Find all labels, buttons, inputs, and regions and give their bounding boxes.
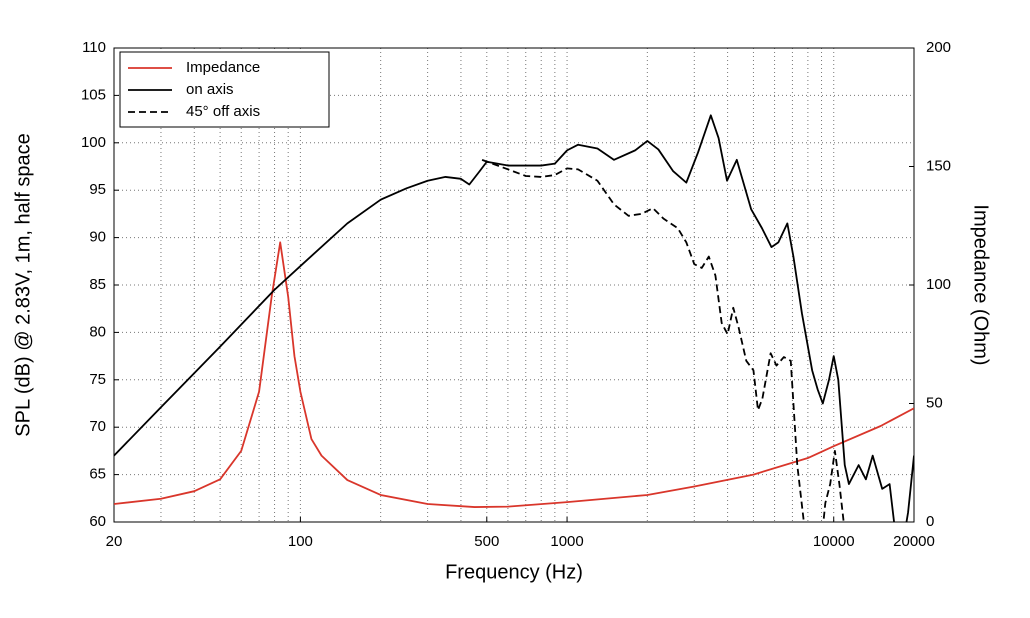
legend-label: 45° off axis xyxy=(186,103,260,120)
x-tick-label: 20 xyxy=(106,533,123,550)
legend-label: on axis xyxy=(186,81,234,98)
y-tick-label: 60 xyxy=(89,513,106,530)
y-tick-label: 105 xyxy=(81,86,106,103)
series-line xyxy=(114,114,914,522)
y2-tick-label: 200 xyxy=(926,39,951,56)
x-tick-label: 1000 xyxy=(550,533,583,550)
x-tick-label: 500 xyxy=(474,533,499,550)
y2-tick-label: 150 xyxy=(926,157,951,174)
y2-tick-label: 50 xyxy=(926,394,943,411)
plot-frame xyxy=(113,47,915,523)
y-axis-label: SPL (dB) @ 2.83V, 1m, half space xyxy=(12,133,34,436)
series-line xyxy=(114,241,914,508)
y2-tick-label: 0 xyxy=(926,513,934,530)
y2-tick-label: 100 xyxy=(926,276,951,293)
x-tick-label: 20000 xyxy=(893,533,935,550)
plot-area xyxy=(114,114,914,522)
y2-axis-label: Impedance (Ohm) xyxy=(970,204,992,365)
y-tick-label: 85 xyxy=(89,276,106,293)
y-tick-label: 80 xyxy=(89,323,106,340)
y-tick-label: 110 xyxy=(82,39,106,56)
x-tick-label: 100 xyxy=(288,533,313,550)
y-tick-label: 65 xyxy=(89,466,106,483)
legend-label: Impedance xyxy=(186,59,260,76)
y-tick-label: 70 xyxy=(89,418,106,435)
series-line xyxy=(481,159,845,522)
y-tick-label: 95 xyxy=(89,181,106,198)
y-tick-label: 90 xyxy=(89,229,106,246)
x-tick-label: 10000 xyxy=(813,533,855,550)
x-axis-label: Frequency (Hz) xyxy=(445,561,583,583)
y-tick-label: 100 xyxy=(81,134,106,151)
y-tick-label: 75 xyxy=(89,371,106,388)
